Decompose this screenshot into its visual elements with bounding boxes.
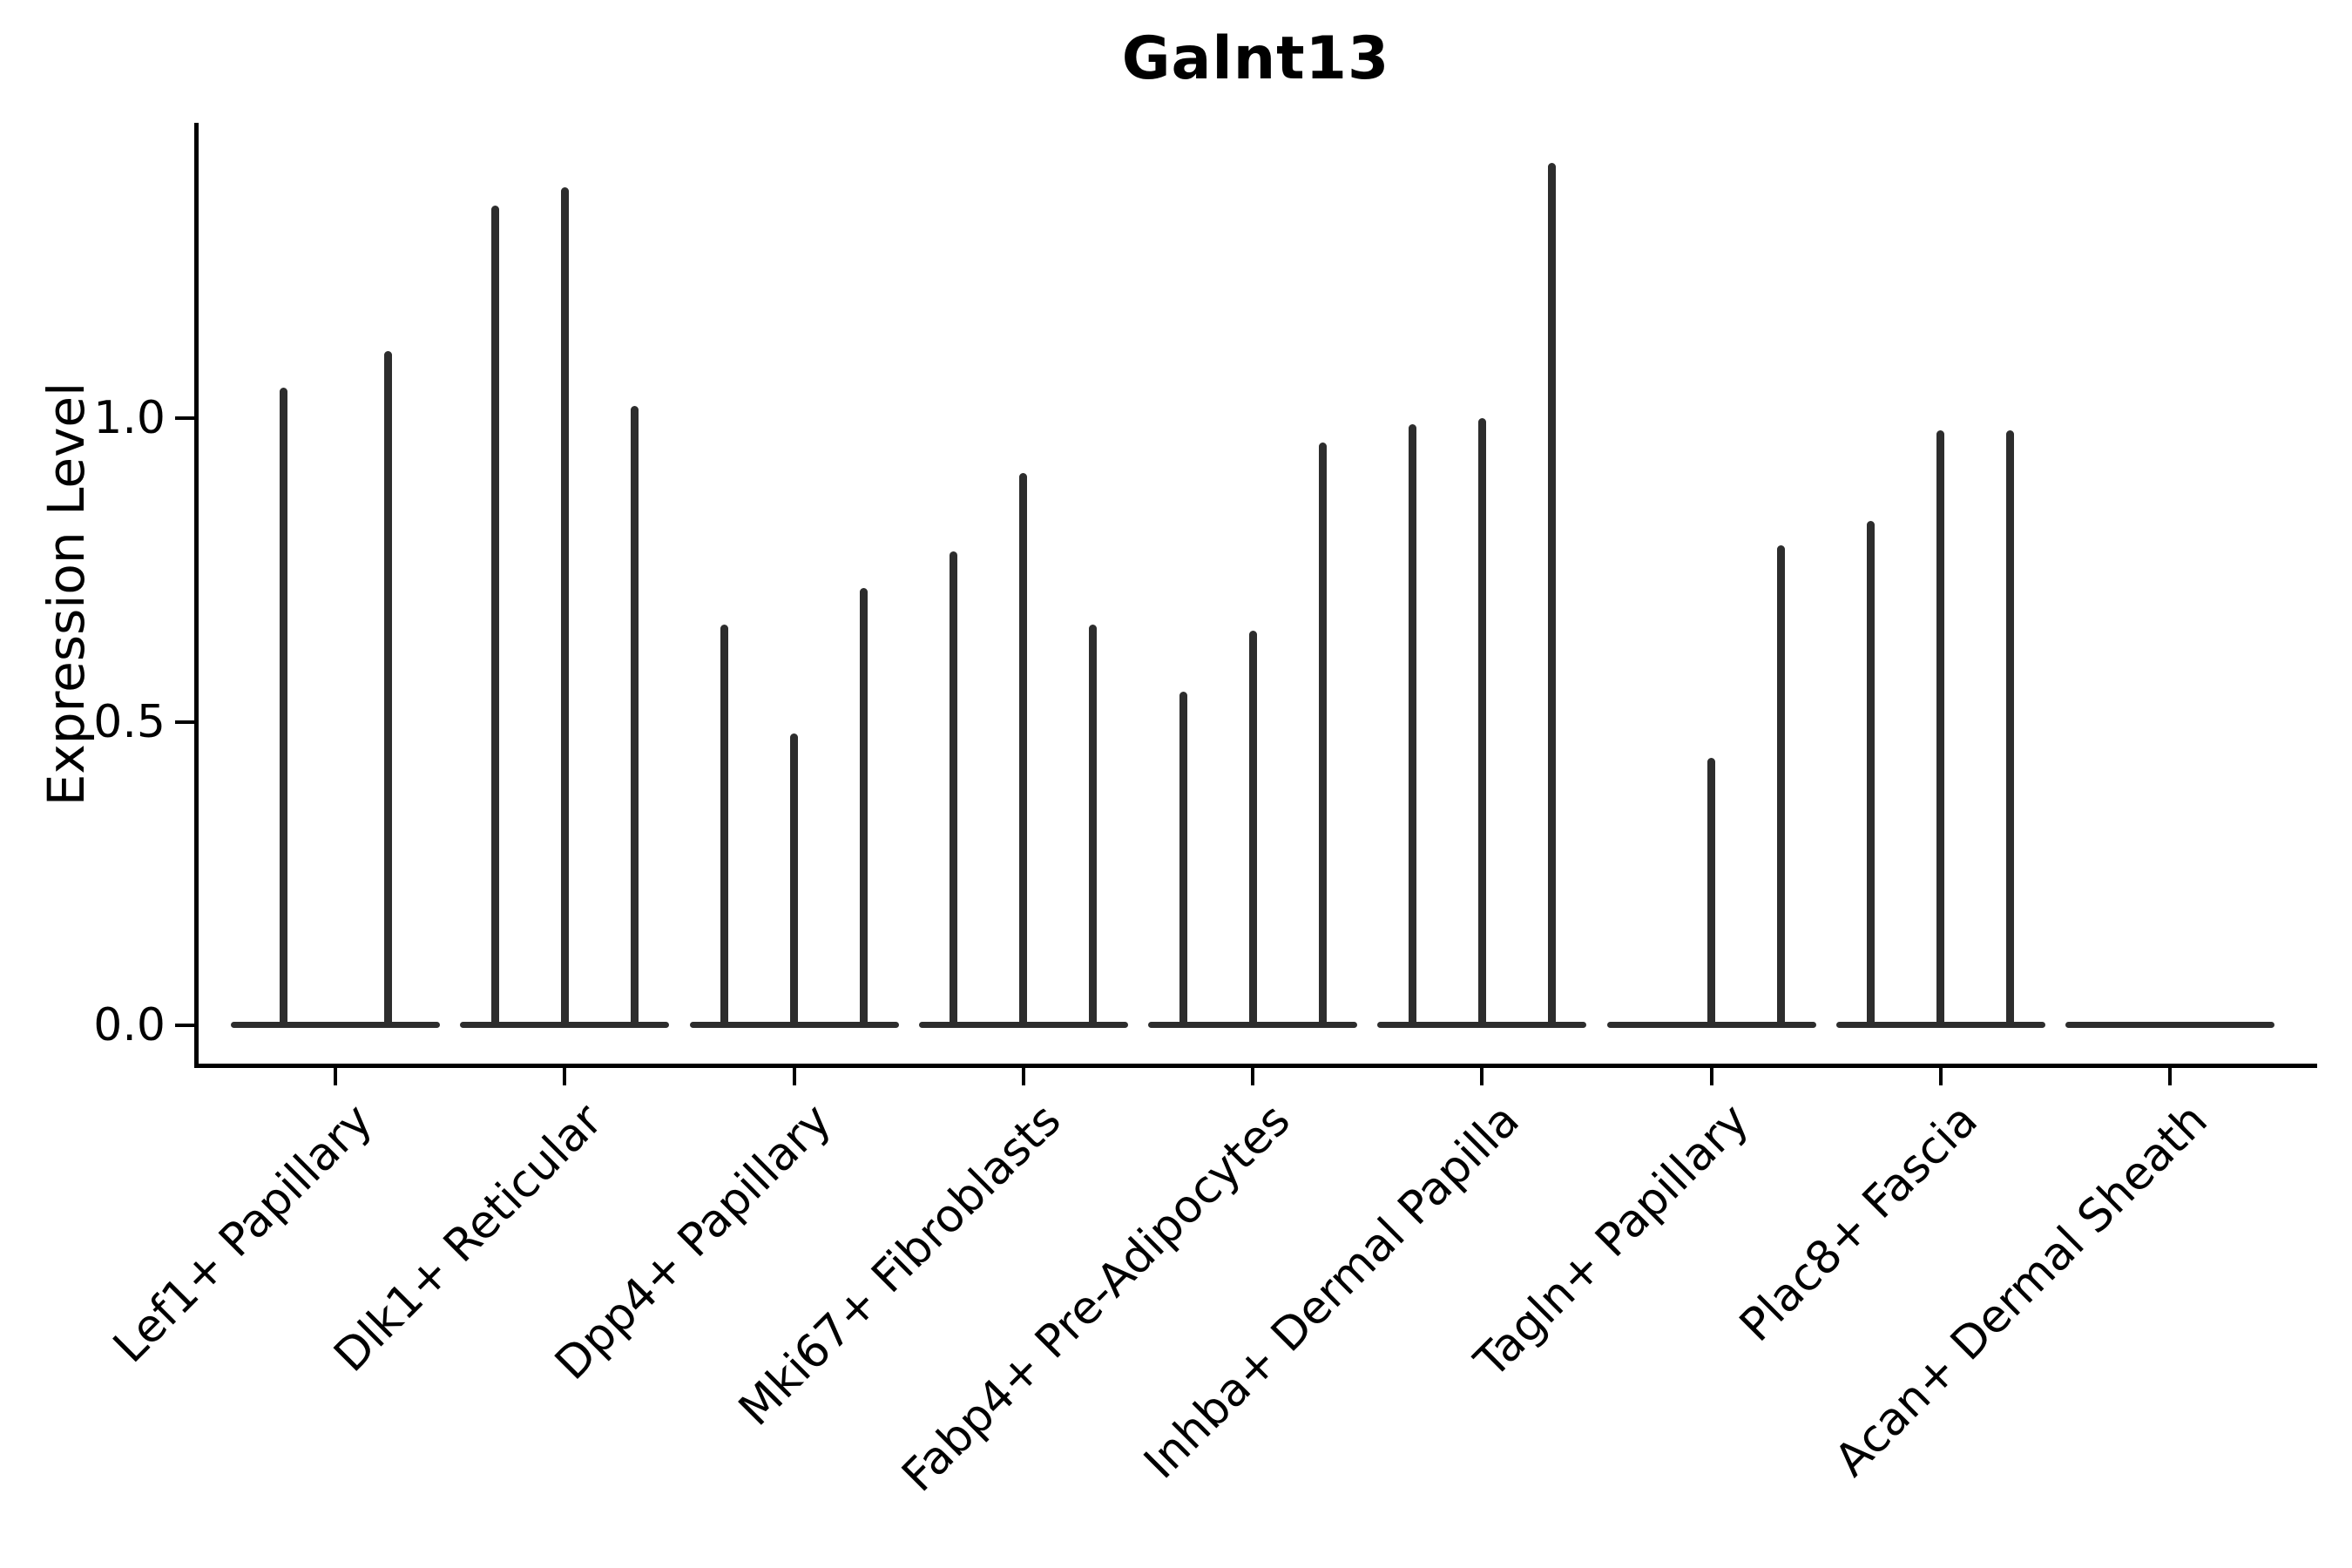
x-tick (334, 1066, 337, 1085)
violin-spike (1179, 691, 1187, 1025)
violin-spike (1477, 418, 1486, 1025)
violin-spike (630, 406, 639, 1025)
violin-spike (560, 187, 569, 1025)
x-tick (792, 1066, 796, 1085)
violin-spike (720, 624, 728, 1025)
x-tick (2168, 1066, 2172, 1085)
plot-title: Galnt13 (1121, 24, 1390, 93)
y-tick (175, 720, 194, 724)
violin-spike (1019, 472, 1028, 1025)
violin-spike (279, 388, 287, 1025)
y-tick-label: 1.0 (93, 392, 166, 444)
x-tick (563, 1066, 567, 1085)
x-axis-spine (194, 1064, 2317, 1068)
violin-spike (1867, 521, 1876, 1025)
violin-spike (950, 551, 958, 1025)
x-tick (1251, 1066, 1254, 1085)
y-tick (175, 1024, 194, 1027)
y-tick-label: 0.5 (93, 695, 166, 748)
x-tick-label: Inhba+ Dermal Papilla (1134, 1094, 1530, 1490)
violin-spike (1248, 630, 1257, 1025)
violin-spike (1547, 163, 1556, 1025)
y-axis-spine (194, 123, 199, 1068)
violin-baseline (231, 1022, 440, 1028)
x-tick-label: Acan+ Dermal Sheath (1824, 1094, 2218, 1487)
violin-spike (383, 351, 392, 1025)
x-tick (1021, 1066, 1025, 1085)
x-tick-label: Fabp4+ Pre-Adipocytes (892, 1094, 1301, 1503)
violin-spike (1408, 423, 1416, 1025)
violin-spike (1318, 442, 1327, 1025)
y-tick-label: 0.0 (93, 999, 166, 1051)
violin-spike (790, 733, 798, 1025)
violin-spike (1777, 545, 1785, 1025)
x-tick (1480, 1066, 1484, 1085)
violin-spike (1707, 758, 1715, 1025)
x-tick (1709, 1066, 1713, 1085)
x-tick-label: Plac8+ Fascia (1730, 1094, 1989, 1352)
y-tick (175, 416, 194, 420)
violin-spike (490, 206, 499, 1025)
violin-spike (2006, 429, 2015, 1025)
violin-spike (1089, 624, 1098, 1025)
violin-spike (1936, 429, 1945, 1025)
violin-spike (860, 588, 868, 1025)
violin-baseline (2065, 1022, 2274, 1028)
x-tick (1938, 1066, 1943, 1085)
